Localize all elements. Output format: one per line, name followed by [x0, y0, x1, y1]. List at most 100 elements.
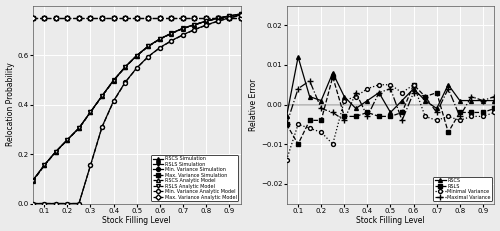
Minimal Variance: [422, 115, 428, 118]
RSLS Analytic Model: [76, 127, 82, 130]
Minimal Variance: [492, 111, 498, 114]
Line: RSCS Simulation: RSCS Simulation: [31, 12, 242, 182]
Min. Variance Simulation: [226, 17, 232, 19]
RSCS Analytic Model: [64, 139, 70, 141]
RSLS: [457, 111, 463, 114]
RSCS Simulation: [99, 94, 105, 97]
RSLS: [445, 131, 451, 134]
Maximal Variance: [364, 115, 370, 118]
RSLS Analytic Model: [157, 38, 163, 41]
RSLS Analytic Model: [238, 13, 244, 16]
RSCS Simulation: [192, 23, 198, 26]
RSLS Simulation: [76, 127, 82, 129]
RSLS Simulation: [157, 38, 163, 40]
RSLS: [342, 115, 347, 118]
Max. Variance Simulation: [192, 17, 198, 20]
Maximal Variance: [492, 95, 498, 98]
RSLS: [364, 111, 370, 114]
Line: RSCS: RSCS: [284, 55, 496, 118]
RSCS: [295, 56, 301, 58]
Minimal Variance: [295, 123, 301, 126]
RSLS Analytic Model: [122, 66, 128, 69]
RSCS: [422, 99, 428, 102]
RSLS Analytic Model: [180, 27, 186, 30]
RSLS Simulation: [53, 150, 59, 153]
RSCS Analytic Model: [110, 79, 116, 82]
Max. Variance Simulation: [180, 17, 186, 20]
Y-axis label: Relocation Probability: Relocation Probability: [6, 63, 15, 146]
RSCS: [364, 99, 370, 102]
Minimal Variance: [388, 83, 394, 86]
Line: Maximal Variance: Maximal Variance: [284, 78, 497, 127]
Max. Variance Simulation: [110, 17, 116, 20]
RSCS Simulation: [76, 127, 82, 129]
RSLS Simulation: [42, 164, 48, 167]
RSLS: [434, 91, 440, 94]
RSCS: [410, 87, 416, 90]
Legend: RSCS, RSLS, Minimal Variance, Maximal Variance: RSCS, RSLS, Minimal Variance, Maximal Va…: [434, 177, 492, 201]
RSCS Analytic Model: [30, 180, 36, 183]
RSLS Analytic Model: [203, 20, 209, 23]
Max. Variance Analytic Model: [53, 17, 59, 20]
Maximal Variance: [468, 95, 474, 98]
RSCS: [376, 91, 382, 94]
Min. Variance Simulation: [180, 33, 186, 36]
X-axis label: Stock Filling Level: Stock Filling Level: [102, 216, 171, 225]
RSLS Simulation: [180, 27, 186, 30]
Minimal Variance: [457, 119, 463, 122]
RSLS: [399, 111, 405, 114]
RSLS Simulation: [88, 111, 94, 113]
Min. Variance Simulation: [157, 46, 163, 49]
Max. Variance Simulation: [226, 17, 232, 20]
RSCS Analytic Model: [214, 17, 220, 20]
RSCS Simulation: [226, 15, 232, 17]
Max. Variance Analytic Model: [214, 17, 220, 20]
Maximal Variance: [376, 91, 382, 94]
RSLS Analytic Model: [64, 139, 70, 141]
Maximal Variance: [295, 87, 301, 90]
RSLS Analytic Model: [145, 45, 151, 48]
Max. Variance Analytic Model: [88, 17, 94, 20]
Minimal Variance: [353, 95, 359, 98]
Line: Max. Variance Analytic Model: Max. Variance Analytic Model: [31, 16, 242, 20]
Min. Variance Simulation: [64, 202, 70, 205]
Line: Min. Variance Analytic Model: Min. Variance Analytic Model: [31, 13, 242, 205]
Max. Variance Simulation: [99, 17, 105, 20]
Minimal Variance: [376, 83, 382, 86]
RSCS Simulation: [180, 27, 186, 30]
RSLS: [306, 119, 312, 122]
RSCS: [434, 107, 440, 110]
Min. Variance Analytic Model: [42, 202, 48, 205]
Min. Variance Simulation: [42, 202, 48, 205]
RSCS Simulation: [53, 150, 59, 153]
RSCS Simulation: [214, 17, 220, 20]
Max. Variance Analytic Model: [168, 17, 174, 20]
RSCS: [388, 111, 394, 114]
Max. Variance Analytic Model: [110, 17, 116, 20]
Max. Variance Analytic Model: [203, 17, 209, 20]
RSCS Simulation: [134, 54, 140, 57]
Max. Variance Analytic Model: [76, 17, 82, 20]
X-axis label: Stock Filling Level: Stock Filling Level: [356, 216, 425, 225]
Min. Variance Analytic Model: [214, 20, 220, 23]
RSLS Simulation: [145, 45, 151, 48]
RSLS Simulation: [30, 179, 36, 182]
Min. Variance Analytic Model: [192, 28, 198, 31]
RSLS: [492, 107, 498, 110]
Min. Variance Simulation: [238, 14, 244, 16]
RSLS Analytic Model: [168, 32, 174, 35]
Maximal Variance: [284, 123, 290, 126]
Min. Variance Simulation: [214, 20, 220, 23]
Max. Variance Simulation: [53, 17, 59, 20]
Min. Variance Analytic Model: [226, 17, 232, 20]
Maximal Variance: [353, 91, 359, 94]
Max. Variance Simulation: [42, 17, 48, 20]
Min. Variance Analytic Model: [30, 202, 36, 205]
Min. Variance Simulation: [122, 81, 128, 84]
RSCS: [342, 95, 347, 98]
RSLS Simulation: [134, 54, 140, 57]
RSCS Simulation: [88, 111, 94, 113]
RSLS: [295, 143, 301, 146]
RSLS: [480, 111, 486, 114]
RSLS: [422, 95, 428, 98]
